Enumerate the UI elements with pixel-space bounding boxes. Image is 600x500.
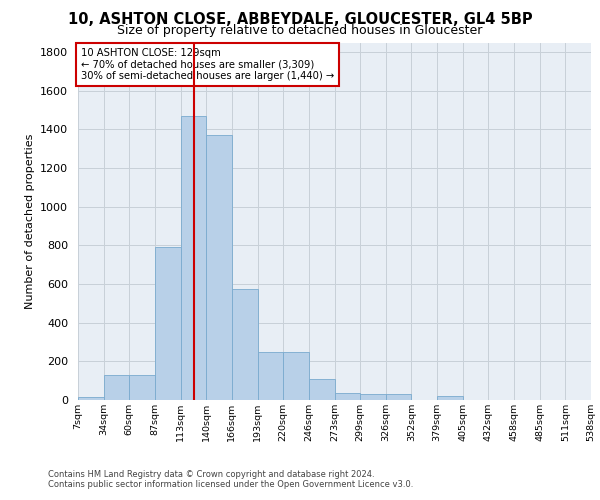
Bar bbox=[232, 289, 257, 400]
Bar bbox=[360, 394, 386, 400]
Bar bbox=[181, 116, 206, 400]
Bar bbox=[437, 396, 463, 400]
Bar bbox=[78, 397, 104, 400]
Bar bbox=[309, 378, 335, 400]
Text: 10 ASHTON CLOSE: 129sqm
← 70% of detached houses are smaller (3,309)
30% of semi: 10 ASHTON CLOSE: 129sqm ← 70% of detache… bbox=[80, 48, 334, 81]
Bar bbox=[257, 352, 283, 400]
Bar bbox=[155, 248, 181, 400]
Text: Contains HM Land Registry data © Crown copyright and database right 2024.
Contai: Contains HM Land Registry data © Crown c… bbox=[48, 470, 413, 489]
Bar bbox=[206, 136, 232, 400]
Bar bbox=[335, 393, 360, 400]
Y-axis label: Number of detached properties: Number of detached properties bbox=[25, 134, 35, 309]
Text: Size of property relative to detached houses in Gloucester: Size of property relative to detached ho… bbox=[118, 24, 482, 37]
Bar bbox=[386, 394, 412, 400]
Bar bbox=[283, 352, 309, 400]
Text: 10, ASHTON CLOSE, ABBEYDALE, GLOUCESTER, GL4 5BP: 10, ASHTON CLOSE, ABBEYDALE, GLOUCESTER,… bbox=[68, 12, 532, 26]
Bar bbox=[104, 375, 130, 400]
Bar bbox=[130, 375, 155, 400]
